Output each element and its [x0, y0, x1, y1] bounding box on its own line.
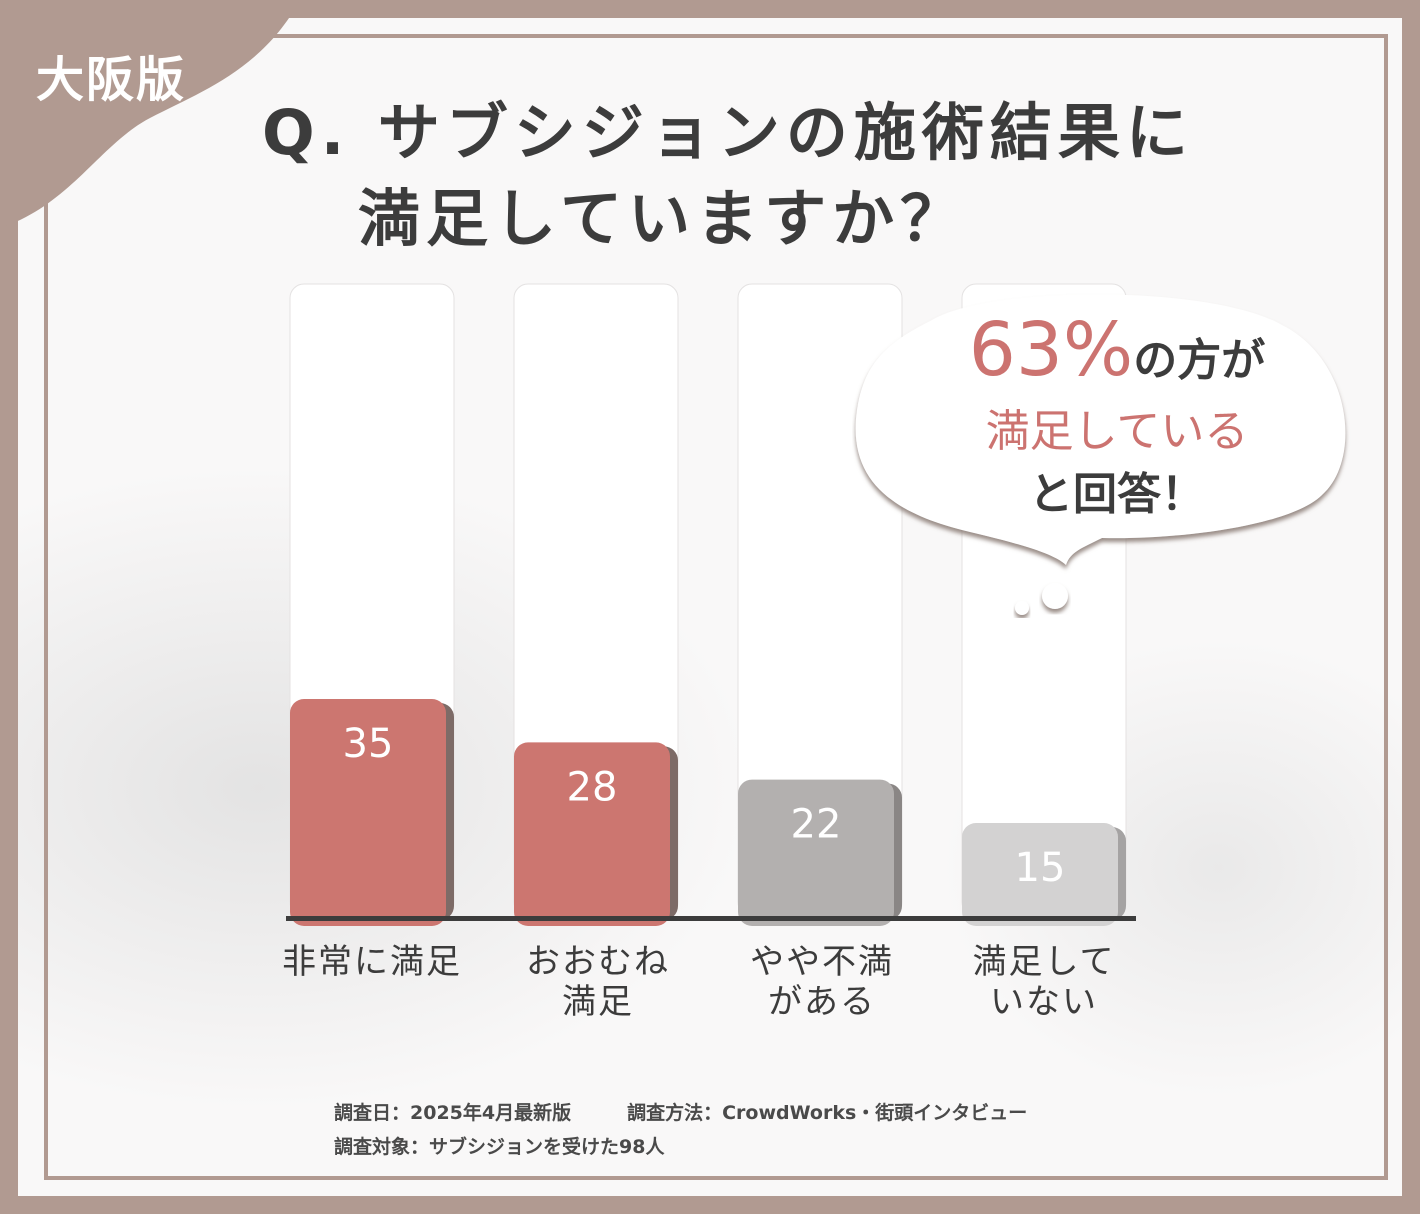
- x-axis-baseline: [286, 916, 1136, 921]
- callout-percent: 63%: [968, 307, 1134, 393]
- bar-2: [514, 742, 670, 926]
- footer-row-1: 調査日：2025年4月最新版 調査方法：CrowdWorks・街頭インタビュー: [334, 1096, 1027, 1130]
- category-label-1: 非常に満足: [282, 942, 462, 982]
- bar-value-label-3: 22: [791, 802, 842, 848]
- title-line-1: Q. サブシジョンの施術結果に: [262, 96, 1194, 169]
- category-label-4: 満足して いない: [972, 942, 1116, 1022]
- bar-3: [738, 779, 894, 926]
- bar-value-label-1: 35: [343, 721, 394, 767]
- survey-target: 調査対象：サブシジョンを受けた98人: [334, 1136, 665, 1158]
- edition-badge: 大阪版: [36, 52, 187, 108]
- survey-date: 調査日：2025年4月最新版: [334, 1102, 572, 1124]
- bar-4: [962, 823, 1118, 926]
- title-line-2: 満足していますか？: [358, 182, 969, 255]
- callout-line-1: 63%の方が: [852, 310, 1382, 401]
- bar-value-label-2: 28: [567, 764, 618, 810]
- callout-line-3: と回答！: [1029, 469, 1205, 520]
- category-label-3: やや不満 がある: [750, 942, 894, 1022]
- callout-line-2: 満足している: [985, 406, 1249, 457]
- callout-suffix: の方が: [1133, 335, 1266, 386]
- survey-method: 調査方法：CrowdWorks・街頭インタビュー: [627, 1102, 1028, 1124]
- page-title: Q. サブシジョンの施術結果に 満足していますか？: [262, 90, 1194, 262]
- bar-value-label-4: 15: [1015, 845, 1066, 891]
- survey-footer: 調査日：2025年4月最新版 調査方法：CrowdWorks・街頭インタビュー 調…: [334, 1096, 1027, 1164]
- callout-text: 63%の方が 満足している と回答！: [852, 310, 1382, 527]
- bar-1: [290, 699, 446, 926]
- corner-badge-shape: [0, 0, 300, 228]
- thought-bubble: [855, 294, 1346, 615]
- category-label-2: おおむね 満足: [526, 942, 670, 1022]
